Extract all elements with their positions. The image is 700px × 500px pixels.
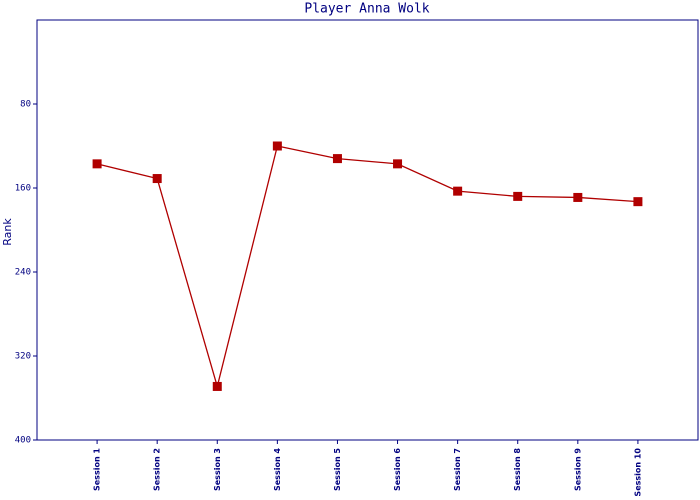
marker xyxy=(152,174,162,184)
marker xyxy=(633,197,643,207)
x-tick-label: Session 8 xyxy=(513,448,522,491)
x-tick-label: Session 6 xyxy=(393,448,402,491)
marker xyxy=(92,159,102,169)
marker xyxy=(453,186,463,196)
plot-frame xyxy=(36,19,699,441)
x-tick-label: Session 7 xyxy=(453,448,462,491)
y-tick-label: 320 xyxy=(15,352,31,362)
y-tick-label: 400 xyxy=(15,436,31,446)
marker xyxy=(513,191,523,201)
chart-title: Player Anna Wolk xyxy=(304,2,429,17)
marker xyxy=(212,381,222,391)
marker xyxy=(332,154,342,164)
marker xyxy=(272,141,282,151)
x-tick-label: Session 2 xyxy=(153,448,162,491)
line xyxy=(96,145,638,389)
x-tick-label: Session 3 xyxy=(213,448,222,491)
x-tick-label: Session 5 xyxy=(333,448,342,491)
x-tick-label: Session 4 xyxy=(273,448,282,491)
x-tick-label: Session 10 xyxy=(633,448,642,497)
y-axis-label: Rank xyxy=(1,218,14,246)
marker xyxy=(573,192,583,202)
x-tick-label: Session 1 xyxy=(93,448,102,491)
y-tick-label: 240 xyxy=(15,268,31,278)
y-tick-label: 160 xyxy=(15,184,31,194)
marker xyxy=(393,159,403,169)
x-tick-label: Session 9 xyxy=(573,448,582,491)
y-tick-label: 80 xyxy=(20,100,31,110)
